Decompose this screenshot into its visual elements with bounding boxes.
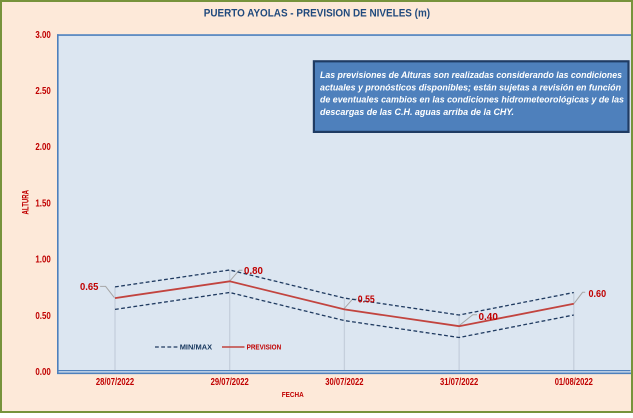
svg-text:de eventuales cambios en las c: de eventuales cambios en las condiciones…: [320, 95, 624, 105]
svg-text:2.50: 2.50: [35, 86, 51, 97]
svg-text:31/07/2022: 31/07/2022: [440, 377, 479, 388]
svg-text:PREVISION: PREVISION: [247, 343, 282, 352]
svg-text:1.00: 1.00: [35, 255, 51, 266]
svg-text:PUERTO AYOLAS - PREVISION DE N: PUERTO AYOLAS - PREVISION DE NIVELES (m): [204, 8, 431, 20]
svg-text:Las previsiones de Alturas son: Las previsiones de Alturas son realizada…: [320, 70, 622, 80]
svg-text:28/07/2022: 28/07/2022: [96, 377, 135, 388]
svg-text:2.00: 2.00: [35, 142, 51, 153]
svg-text:3.00: 3.00: [35, 30, 51, 41]
svg-text:0.55: 0.55: [358, 295, 375, 306]
svg-text:1.50: 1.50: [35, 198, 51, 209]
svg-text:FECHA: FECHA: [282, 390, 304, 399]
svg-text:MIN/MAX: MIN/MAX: [180, 343, 212, 352]
svg-text:0.50: 0.50: [35, 311, 51, 322]
svg-text:0.00: 0.00: [35, 367, 51, 378]
svg-text:01/08/2022: 01/08/2022: [555, 377, 594, 388]
svg-text:0.60: 0.60: [589, 289, 607, 300]
svg-text:30/07/2022: 30/07/2022: [325, 377, 364, 388]
svg-text:0.80: 0.80: [244, 266, 263, 277]
svg-text:ALTURA: ALTURA: [20, 190, 30, 215]
svg-text:0.65: 0.65: [80, 282, 99, 293]
svg-text:0.40: 0.40: [479, 312, 499, 323]
svg-text:actuales y pronósticos disponi: actuales y pronósticos disponibles; está…: [320, 82, 621, 92]
svg-text:descargas de las C.H. aguas ar: descargas de las C.H. aguas arriba de la…: [320, 107, 514, 117]
svg-text:29/07/2022: 29/07/2022: [211, 377, 250, 388]
